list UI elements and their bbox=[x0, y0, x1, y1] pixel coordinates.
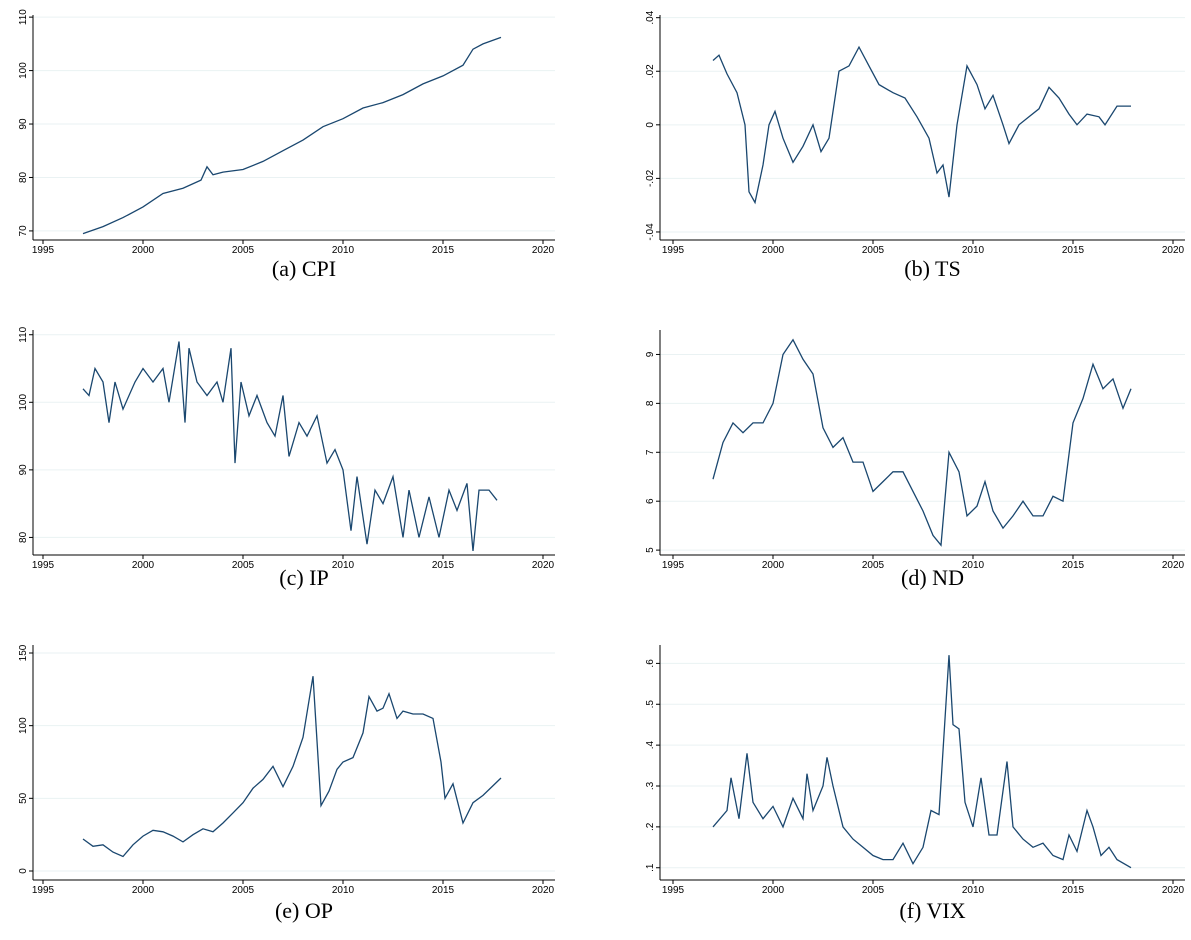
caption: (f) VIX bbox=[899, 898, 965, 923]
data-line bbox=[712, 45, 1131, 205]
y-tick-label: -.04 bbox=[645, 223, 656, 241]
y-tick-label: 110 bbox=[18, 326, 29, 342]
y-tick-label: 6 bbox=[645, 498, 656, 504]
y-tick-label: 5 bbox=[645, 547, 656, 553]
x-tick-label: 2000 bbox=[132, 245, 155, 256]
data-line bbox=[712, 338, 1132, 547]
x-tick-label: 2015 bbox=[432, 885, 455, 896]
data-line bbox=[712, 655, 1132, 869]
y-tick-label: 100 bbox=[18, 717, 29, 734]
caption: (a) CPI bbox=[272, 256, 336, 281]
x-tick-label: 2015 bbox=[432, 245, 455, 256]
x-tick-label: 1995 bbox=[32, 560, 55, 571]
y-tick-label: .5 bbox=[645, 700, 656, 709]
y-tick-label: .6 bbox=[645, 659, 656, 668]
y-tick-label: 70 bbox=[18, 225, 29, 237]
y-tick-label: 0 bbox=[645, 122, 656, 128]
x-tick-label: 2010 bbox=[332, 560, 355, 571]
y-tick-label: 110 bbox=[18, 9, 29, 25]
data-line bbox=[82, 341, 498, 551]
y-tick-label: .1 bbox=[645, 863, 656, 872]
x-tick-label: 2005 bbox=[862, 885, 885, 896]
y-tick-label: 90 bbox=[18, 464, 29, 476]
x-tick-label: 2020 bbox=[1162, 885, 1185, 896]
y-tick-label: 100 bbox=[18, 62, 29, 79]
x-tick-label: 2020 bbox=[1162, 245, 1185, 256]
x-tick-label: 2000 bbox=[762, 885, 785, 896]
y-tick-label: .04 bbox=[645, 10, 656, 24]
caption: (e) OP bbox=[275, 898, 333, 923]
x-tick-label: 2005 bbox=[232, 885, 255, 896]
x-tick-label: 2010 bbox=[332, 245, 355, 256]
caption: (b) TS bbox=[904, 256, 960, 281]
y-tick-label: 0 bbox=[18, 868, 29, 874]
y-tick-label: 150 bbox=[18, 644, 29, 661]
data-line bbox=[82, 36, 502, 235]
y-tick-label: 9 bbox=[645, 351, 656, 357]
x-tick-label: 2010 bbox=[332, 885, 355, 896]
y-tick-label: 7 bbox=[645, 449, 656, 455]
x-tick-label: 1995 bbox=[32, 885, 55, 896]
x-tick-label: 2005 bbox=[862, 560, 885, 571]
y-tick-label: .3 bbox=[645, 781, 656, 790]
y-tick-label: 8 bbox=[645, 400, 656, 406]
y-tick-label: .02 bbox=[645, 64, 656, 78]
y-tick-label: 100 bbox=[18, 394, 29, 411]
caption: (c) IP bbox=[279, 565, 328, 590]
y-tick-label: .4 bbox=[645, 741, 656, 750]
caption: (d) ND bbox=[901, 565, 964, 590]
y-tick-label: 50 bbox=[18, 792, 29, 804]
x-tick-label: 1995 bbox=[662, 560, 685, 571]
x-tick-label: 2020 bbox=[532, 885, 555, 896]
x-tick-label: 2020 bbox=[532, 560, 555, 571]
x-tick-label: 1995 bbox=[662, 245, 685, 256]
x-tick-label: 2015 bbox=[432, 560, 455, 571]
x-tick-label: 2005 bbox=[232, 560, 255, 571]
y-tick-label: .2 bbox=[645, 822, 656, 831]
x-tick-label: 1995 bbox=[32, 245, 55, 256]
x-tick-label: 2010 bbox=[962, 885, 985, 896]
x-tick-label: 2015 bbox=[1062, 245, 1085, 256]
x-tick-label: 2005 bbox=[862, 245, 885, 256]
y-tick-label: -.02 bbox=[645, 169, 656, 187]
y-tick-label: 80 bbox=[18, 531, 29, 543]
data-line bbox=[82, 676, 502, 858]
x-tick-label: 2010 bbox=[962, 245, 985, 256]
y-tick-label: 80 bbox=[18, 171, 29, 183]
x-tick-label: 2020 bbox=[1162, 560, 1185, 571]
x-tick-label: 2015 bbox=[1062, 885, 1085, 896]
x-tick-label: 2000 bbox=[132, 885, 155, 896]
x-tick-label: 1995 bbox=[662, 885, 685, 896]
x-tick-label: 2005 bbox=[232, 245, 255, 256]
x-tick-label: 2020 bbox=[532, 245, 555, 256]
x-tick-label: 2000 bbox=[132, 560, 155, 571]
y-tick-label: 90 bbox=[18, 118, 29, 130]
x-tick-label: 2015 bbox=[1062, 560, 1085, 571]
x-tick-label: 2000 bbox=[762, 245, 785, 256]
x-tick-label: 2010 bbox=[962, 560, 985, 571]
x-tick-label: 2000 bbox=[762, 560, 785, 571]
